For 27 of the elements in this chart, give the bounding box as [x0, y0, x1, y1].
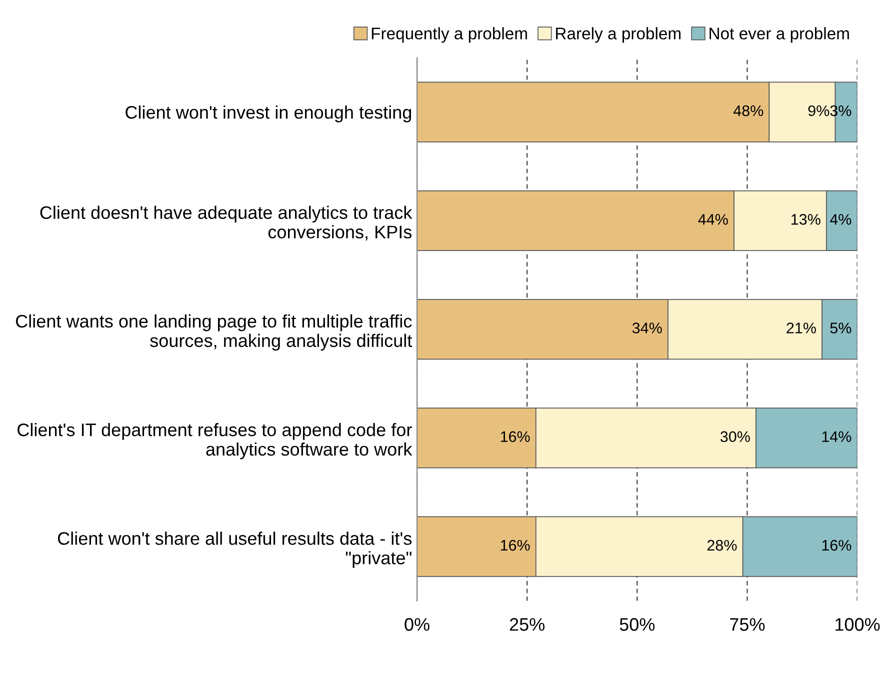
annotation: 14% [822, 431, 852, 442]
annotation: 5% [830, 322, 852, 334]
x-tick-label: 25% [510, 618, 545, 631]
annotation: 16% [500, 540, 530, 551]
annotation: 9% [808, 105, 830, 116]
y-tick-label: Client won't invest in enough testing [126, 105, 412, 122]
x-tick-label: 75% [730, 618, 765, 631]
annotation: 48% [733, 105, 764, 116]
annotation: 16% [500, 431, 530, 442]
y-tick-label: Client wants one landing page to fit multiple traffic sources, making analysis difficult [16, 314, 412, 351]
x-tick-label: 0% [404, 618, 430, 631]
annotation: 21% [786, 322, 816, 334]
annotation: 44% [698, 214, 728, 225]
y-tick-label: Client won't share all useful results data - it's "private" [58, 532, 412, 568]
legend-label: Rarely a problem [556, 27, 680, 43]
annotation: 28% [707, 540, 737, 551]
annotation: 4% [830, 214, 852, 225]
annotation: 30% [720, 431, 750, 442]
annotation: 34% [632, 322, 662, 334]
x-tick-label: 100% [836, 618, 880, 631]
x-tick-label: 50% [620, 618, 655, 631]
annotation: 13% [791, 214, 820, 225]
legend-label: Not ever a problem [710, 27, 849, 43]
y-tick-label: Client doesn't have adequate analytics to track conversions, KPIs [40, 206, 412, 241]
legend-label: Frequently a problem [372, 27, 527, 43]
y-tick-label: Client's IT department refuses to append code for analytics software to work [18, 422, 412, 460]
annotation: 16% [822, 540, 852, 551]
